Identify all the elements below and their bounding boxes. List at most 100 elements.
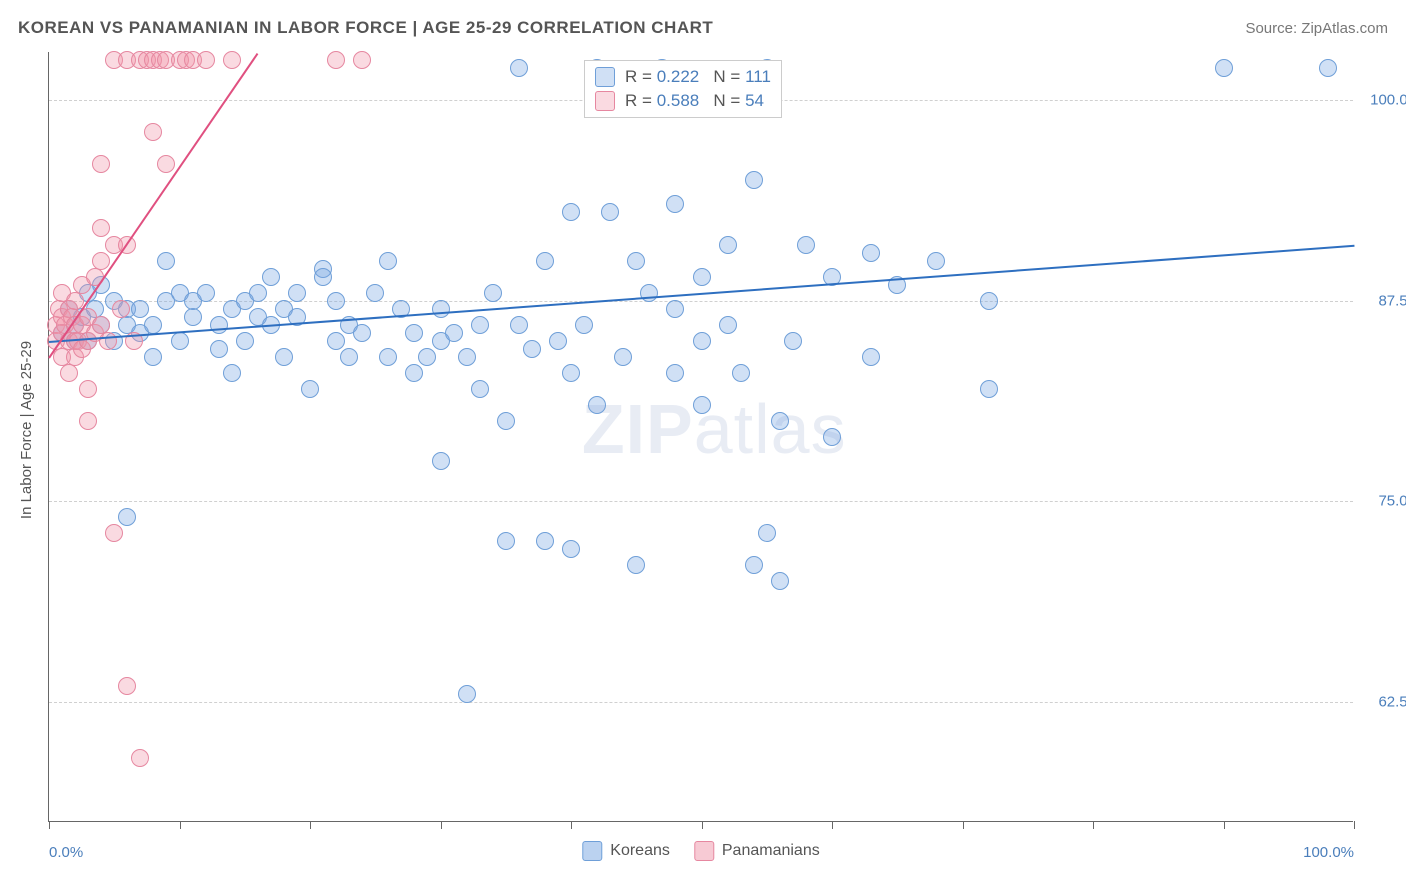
- stats-text: R = 0.222 N = 111: [625, 67, 771, 87]
- scatter-point: [562, 540, 580, 558]
- scatter-point: [92, 155, 110, 173]
- scatter-point: [210, 340, 228, 358]
- scatter-point: [458, 348, 476, 366]
- scatter-point: [666, 300, 684, 318]
- scatter-point: [523, 340, 541, 358]
- scatter-point: [79, 380, 97, 398]
- x-tick: [441, 821, 442, 829]
- scatter-point: [549, 332, 567, 350]
- x-tick: [1224, 821, 1225, 829]
- chart-plot-area: ZIPatlas 62.5%75.0%87.5%100.0%0.0%100.0%…: [48, 52, 1353, 822]
- chart-title: KOREAN VS PANAMANIAN IN LABOR FORCE | AG…: [18, 18, 713, 38]
- scatter-point: [771, 412, 789, 430]
- scatter-point: [432, 452, 450, 470]
- legend-item[interactable]: Koreans: [582, 841, 670, 861]
- scatter-point: [693, 268, 711, 286]
- source-label: Source: ZipAtlas.com: [1245, 20, 1388, 37]
- scatter-point: [223, 364, 241, 382]
- scatter-point: [327, 292, 345, 310]
- x-tick: [571, 821, 572, 829]
- scatter-point: [601, 203, 619, 221]
- y-tick-label: 62.5%: [1378, 693, 1406, 710]
- scatter-point: [275, 348, 293, 366]
- scatter-point: [693, 396, 711, 414]
- scatter-point: [301, 380, 319, 398]
- scatter-point: [497, 412, 515, 430]
- scatter-point: [353, 324, 371, 342]
- legend-label: Koreans: [610, 842, 670, 860]
- x-tick: [963, 821, 964, 829]
- scatter-point: [184, 308, 202, 326]
- scatter-point: [418, 348, 436, 366]
- scatter-point: [118, 508, 136, 526]
- scatter-point: [197, 51, 215, 69]
- scatter-point: [862, 244, 880, 262]
- x-tick: [832, 821, 833, 829]
- watermark: ZIPatlas: [582, 389, 847, 469]
- y-tick-label: 100.0%: [1370, 92, 1406, 109]
- scatter-point: [1319, 59, 1337, 77]
- scatter-point: [758, 524, 776, 542]
- swatch-icon: [582, 841, 602, 861]
- x-tick: [49, 821, 50, 829]
- legend-item[interactable]: Panamanians: [694, 841, 820, 861]
- stats-legend: R = 0.222 N = 111 R = 0.588 N = 54: [584, 60, 782, 118]
- scatter-point: [445, 324, 463, 342]
- swatch-icon: [694, 841, 714, 861]
- scatter-point: [197, 284, 215, 302]
- scatter-point: [510, 59, 528, 77]
- stats-row: R = 0.222 N = 111: [595, 65, 771, 89]
- scatter-point: [471, 316, 489, 334]
- scatter-point: [157, 155, 175, 173]
- scatter-point: [693, 332, 711, 350]
- x-tick: [180, 821, 181, 829]
- scatter-point: [432, 300, 450, 318]
- scatter-point: [627, 252, 645, 270]
- scatter-point: [575, 316, 593, 334]
- y-tick-label: 75.0%: [1378, 493, 1406, 510]
- scatter-point: [719, 236, 737, 254]
- scatter-point: [379, 348, 397, 366]
- scatter-point: [157, 252, 175, 270]
- scatter-point: [144, 348, 162, 366]
- scatter-point: [536, 532, 554, 550]
- scatter-point: [99, 332, 117, 350]
- scatter-point: [118, 677, 136, 695]
- stats-row: R = 0.588 N = 54: [595, 89, 771, 113]
- scatter-point: [223, 51, 241, 69]
- y-axis-title: In Labor Force | Age 25-29: [18, 341, 35, 519]
- x-tick-label: 100.0%: [1303, 844, 1354, 861]
- x-tick: [1093, 821, 1094, 829]
- scatter-point: [353, 51, 371, 69]
- scatter-point: [144, 123, 162, 141]
- scatter-point: [666, 195, 684, 213]
- scatter-point: [210, 316, 228, 334]
- scatter-point: [1215, 59, 1233, 77]
- scatter-point: [562, 203, 580, 221]
- series-legend: Koreans Panamanians: [582, 841, 819, 861]
- stats-text: R = 0.588 N = 54: [625, 91, 764, 111]
- scatter-point: [536, 252, 554, 270]
- scatter-point: [405, 364, 423, 382]
- scatter-point: [262, 268, 280, 286]
- scatter-point: [745, 171, 763, 189]
- scatter-point: [327, 51, 345, 69]
- scatter-point: [497, 532, 515, 550]
- scatter-point: [105, 524, 123, 542]
- scatter-point: [249, 284, 267, 302]
- scatter-point: [745, 556, 763, 574]
- legend-label: Panamanians: [722, 842, 820, 860]
- scatter-point: [131, 749, 149, 767]
- scatter-point: [314, 268, 332, 286]
- x-tick: [702, 821, 703, 829]
- x-tick: [310, 821, 311, 829]
- scatter-point: [458, 685, 476, 703]
- scatter-point: [862, 348, 880, 366]
- scatter-point: [79, 412, 97, 430]
- scatter-point: [60, 364, 78, 382]
- scatter-point: [92, 219, 110, 237]
- scatter-point: [784, 332, 802, 350]
- swatch-icon: [595, 91, 615, 111]
- scatter-point: [980, 380, 998, 398]
- scatter-point: [92, 252, 110, 270]
